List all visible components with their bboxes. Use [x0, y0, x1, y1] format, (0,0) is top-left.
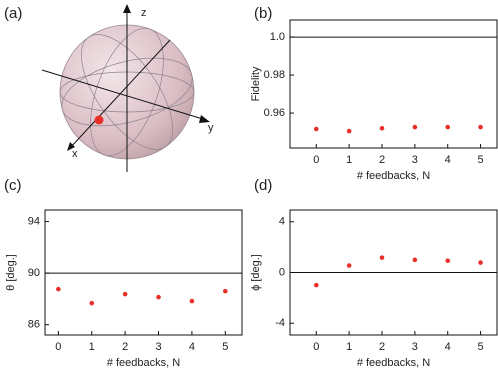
- data-point: [379, 125, 385, 131]
- plot-frame: [44, 209, 243, 336]
- data-point: [313, 126, 319, 132]
- x-tick-label: 2: [379, 341, 385, 353]
- y-axis-label: θ [deg.]: [5, 254, 17, 291]
- x-tick-label: 0: [313, 154, 319, 166]
- y-tick-label: 0.96: [264, 107, 285, 119]
- data-point: [56, 286, 61, 292]
- state-point: [94, 115, 104, 125]
- data-point: [156, 294, 161, 300]
- panel: -4 0 4 0 1 2 3 4 5 # feedbacks, N ϕ [deg.] (d): [250, 177, 498, 369]
- data-point: [189, 298, 195, 304]
- x-axis-label: # feedbacks, N: [357, 357, 430, 369]
- y-tick-label: 0: [279, 266, 285, 278]
- y-tick-label: 4: [279, 216, 285, 228]
- panel-label: (b): [254, 5, 272, 22]
- x-tick-label: 5: [478, 154, 484, 166]
- x-tick-label: 3: [412, 341, 418, 353]
- x-tick-label: 3: [155, 341, 161, 353]
- data-point: [445, 124, 451, 130]
- data-point: [346, 128, 352, 134]
- data-point: [379, 255, 385, 260]
- y-label: y: [208, 122, 214, 134]
- x-tick-label: 2: [122, 341, 128, 353]
- y-tick-label: 90: [28, 267, 40, 279]
- data-point: [478, 260, 483, 265]
- x-tick-label: 4: [445, 154, 451, 166]
- data-point: [89, 300, 95, 306]
- panel: 86 90 94 0 1 2 3 4 5 # feedbacks, N θ [deg.] (c): [4, 177, 243, 369]
- x-tick-label: 5: [222, 341, 228, 353]
- data-point: [223, 288, 228, 294]
- x-tick-label: 3: [412, 154, 418, 166]
- x-tick-label: 5: [478, 341, 484, 353]
- y-tick-label: -4: [275, 317, 285, 329]
- panel: 0.96 0.98 1.0 0 1 2 3 4 5 # feedbacks, N Fidelity (…: [250, 5, 498, 182]
- bloch-sphere: z y x (a): [4, 4, 214, 172]
- x-tick-label: 1: [346, 154, 352, 166]
- x-axis-label: # feedbacks, N: [107, 357, 180, 369]
- panel-label: (c): [4, 177, 22, 194]
- x-tick-label: 0: [55, 341, 61, 353]
- y-tick-label: 1.0: [270, 31, 285, 43]
- data-point: [412, 257, 418, 263]
- data-point: [478, 124, 483, 130]
- y-tick-label: 0.98: [264, 69, 285, 81]
- bloch-axes: [41, 8, 207, 172]
- x-label: x: [72, 148, 78, 160]
- x-tick-label: 0: [313, 341, 319, 353]
- x-axis-label: # feedbacks, N: [357, 170, 430, 182]
- panel-label: (d): [254, 177, 272, 194]
- panel-label: (a): [4, 5, 22, 22]
- z-label: z: [141, 7, 147, 19]
- y-axis-label: ϕ [deg.]: [250, 254, 262, 291]
- data-point: [445, 258, 451, 264]
- x-tick-label: 4: [445, 341, 451, 353]
- x-tick-label: 2: [379, 154, 385, 166]
- data-point: [313, 282, 319, 288]
- x-tick-label: 1: [89, 341, 95, 353]
- data-point: [346, 263, 352, 268]
- y-tick-label: 86: [28, 319, 40, 331]
- data-point: [412, 124, 418, 130]
- data-point: [122, 291, 128, 297]
- y-tick-label: 94: [28, 216, 40, 228]
- x-tick-label: 1: [346, 341, 352, 353]
- y-axis-label: Fidelity: [250, 66, 262, 101]
- x-tick-label: 4: [189, 341, 195, 353]
- plot-frame: [289, 19, 498, 149]
